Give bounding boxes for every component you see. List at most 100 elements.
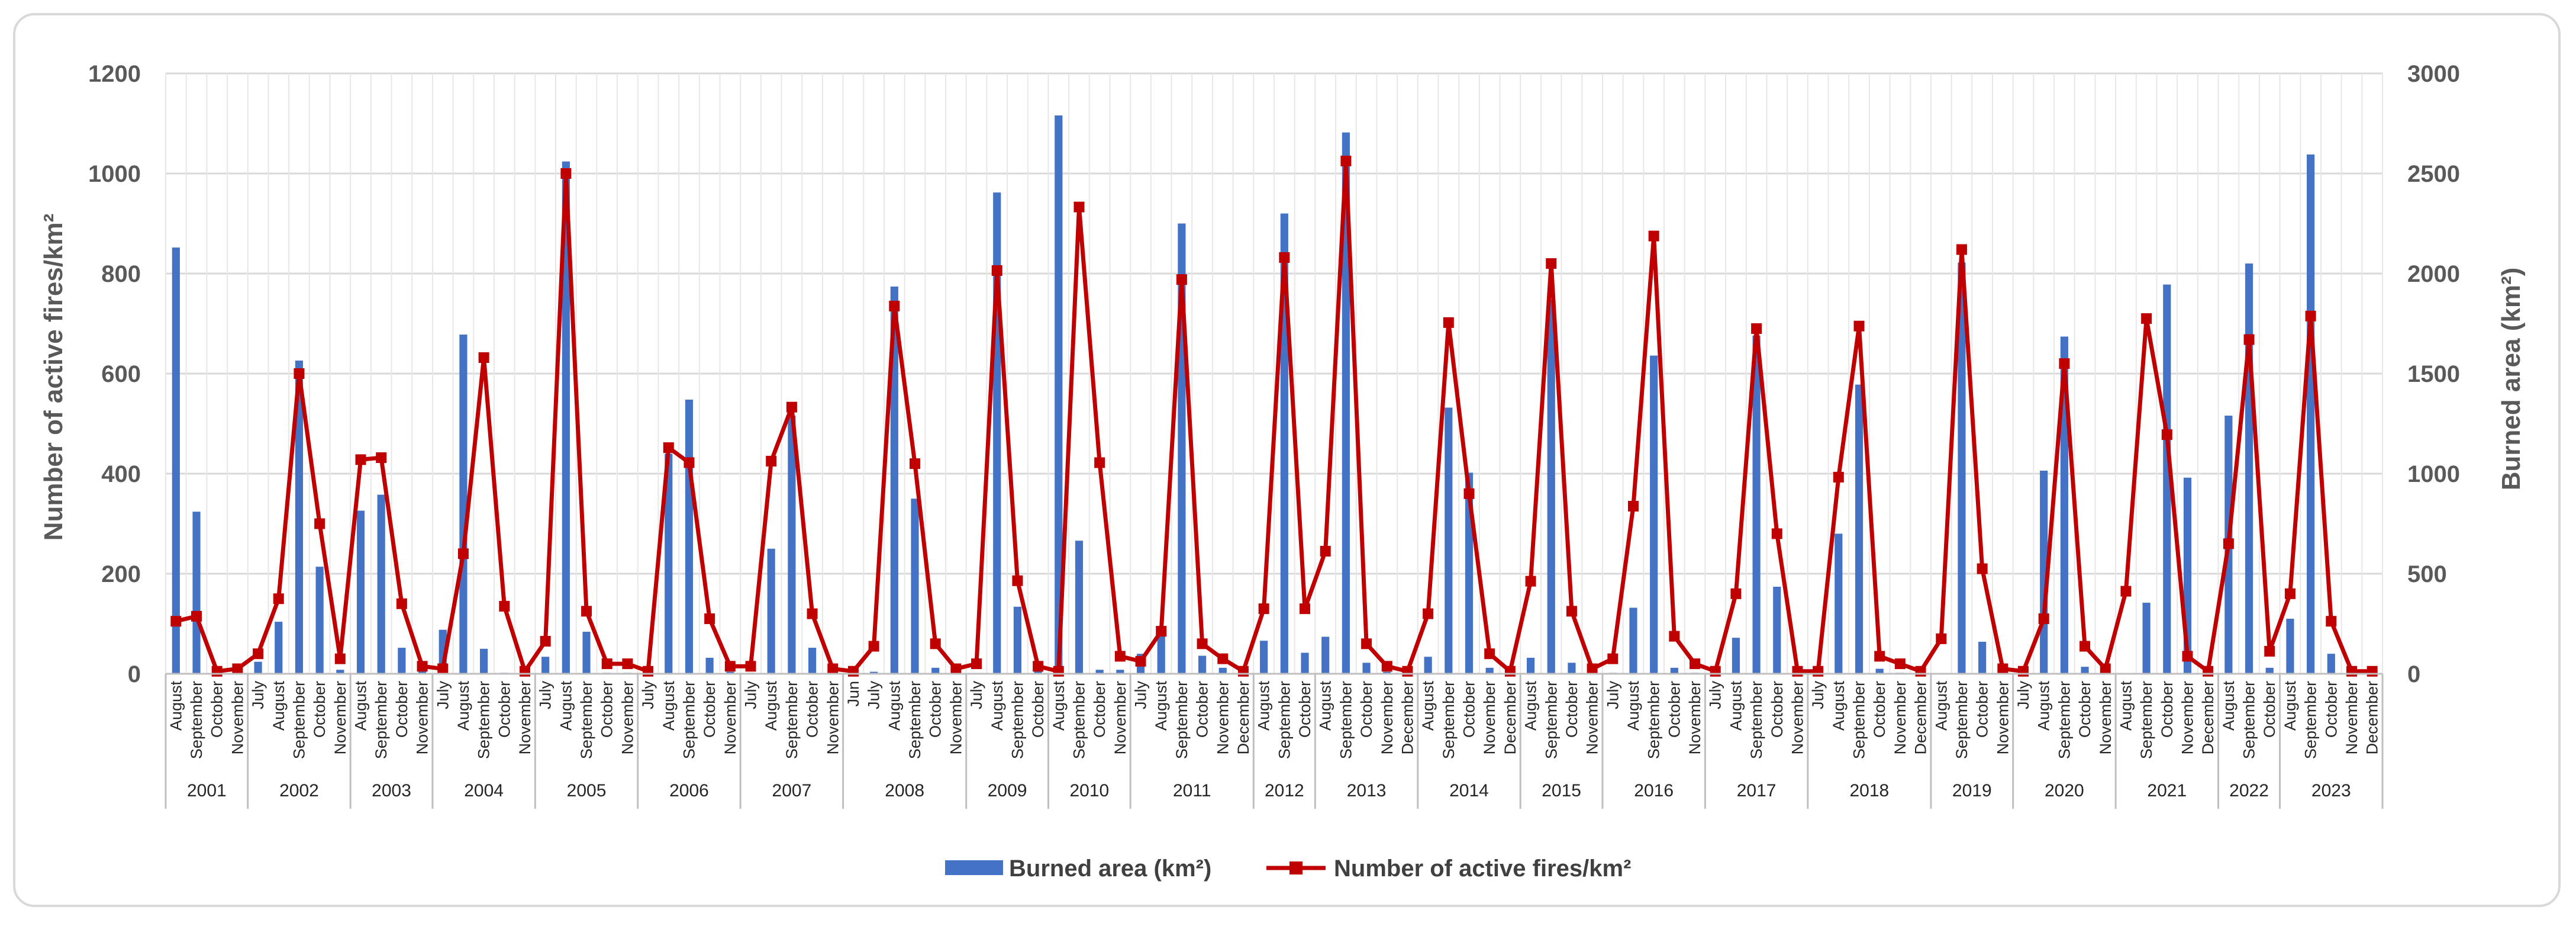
category-label: September <box>680 681 698 759</box>
year-label: 2021 <box>2147 781 2187 800</box>
category-label: September <box>188 681 205 759</box>
category-label: October <box>1974 681 1991 738</box>
category-label: November <box>1686 681 1704 755</box>
category-label: October <box>2158 681 2176 738</box>
active-fires-marker <box>294 368 305 379</box>
active-fires-marker <box>2264 645 2275 657</box>
active-fires-marker <box>910 458 921 470</box>
active-fires-marker <box>232 663 243 674</box>
burned-area-bar <box>1383 671 1391 674</box>
category-label: September <box>475 681 493 759</box>
category-label: August <box>167 681 185 731</box>
left-axis-ticks: 0 200 400 600 800 1000 1200 <box>88 61 141 687</box>
active-fires-marker <box>2326 616 2337 627</box>
burned-area-bar <box>1752 335 1761 674</box>
burned-area-bar <box>1342 132 1350 674</box>
burned-area-bar <box>459 335 468 674</box>
category-label: August <box>1419 681 1437 731</box>
active-fires-marker <box>2038 613 2049 625</box>
burned-area-bar <box>2060 336 2068 674</box>
active-fires-marker <box>396 598 407 609</box>
left-axis-label: Number of active fires/km² <box>39 214 68 541</box>
burned-area-bar <box>172 247 180 674</box>
active-fires-marker <box>724 661 736 672</box>
category-label: September <box>2055 681 2073 759</box>
burned-area-bar <box>1875 668 1884 674</box>
category-label: November <box>1481 681 1498 755</box>
year-label: 2013 <box>1347 781 1387 800</box>
year-label: 2011 <box>1173 781 1211 800</box>
burned-area-bar <box>1424 657 1432 674</box>
active-fires-marker <box>1710 665 1721 677</box>
left-tick-label: 0 <box>128 661 141 687</box>
category-label: July <box>1809 681 1827 710</box>
active-fires-marker <box>1423 608 1434 619</box>
active-fires-marker <box>1853 320 1865 332</box>
active-fires-marker <box>560 168 572 179</box>
burned-area-bar <box>377 494 385 674</box>
right-axis-label: Burned area (km²) <box>2497 268 2526 491</box>
category-label: November <box>1378 681 1396 755</box>
category-label: July <box>1604 681 1621 710</box>
right-tick-label: 2500 <box>2407 161 2460 187</box>
active-fires-marker <box>2018 665 2029 677</box>
active-fires-marker <box>2080 641 2091 652</box>
right-axis-ticks: 0 500 1000 1500 2000 2500 3000 <box>2407 61 2460 687</box>
burned-area-bar <box>685 399 694 674</box>
category-label: September <box>578 681 595 759</box>
active-fires-marker <box>2059 358 2070 369</box>
category-label: October <box>208 681 226 738</box>
active-fires-marker <box>827 663 839 674</box>
category-label: August <box>1624 681 1642 731</box>
year-label: 2005 <box>567 781 607 800</box>
active-fires-marker <box>1279 252 1290 263</box>
category-label: November <box>2178 681 2196 755</box>
burned-area-bar <box>562 161 570 674</box>
burned-area-bar <box>2265 667 2274 674</box>
active-fires-marker <box>2305 310 2316 321</box>
category-label: August <box>352 681 370 731</box>
year-label: 2002 <box>279 781 319 800</box>
burned-area-bar <box>2307 154 2315 674</box>
active-fires-marker <box>1894 658 1906 670</box>
burned-area-bar <box>705 657 714 674</box>
active-fires-marker <box>1669 631 1680 642</box>
year-label: 2006 <box>669 781 709 800</box>
active-fires-marker <box>417 661 428 672</box>
active-fires-marker <box>1114 651 1126 662</box>
active-fires-marker <box>1217 653 1229 664</box>
year-label: 2023 <box>2311 781 2351 800</box>
category-label: October <box>1665 681 1683 738</box>
active-fires-marker <box>499 600 510 612</box>
category-label: November <box>1788 681 1806 755</box>
category-label: October <box>927 681 944 738</box>
active-fires-marker <box>457 548 469 560</box>
category-label: August <box>454 681 472 731</box>
category-label: August <box>557 681 575 731</box>
active-fires-marker <box>2367 665 2378 677</box>
category-label: December <box>1234 681 1252 755</box>
left-tick-label: 1200 <box>88 61 141 87</box>
burned-area-bar <box>582 632 591 674</box>
burned-area-bar <box>1034 670 1042 674</box>
year-label: 2003 <box>372 781 411 800</box>
active-fires-marker <box>847 665 859 677</box>
category-label: October <box>495 681 513 738</box>
active-fires-marker <box>971 658 982 670</box>
active-fires-marker <box>1176 274 1187 285</box>
category-label: August <box>885 681 903 731</box>
legend-line-label: Number of active fires/km² <box>1334 856 1631 882</box>
category-label: September <box>1275 681 1293 759</box>
category-label: September <box>2240 681 2258 759</box>
left-tick-label: 1000 <box>88 161 141 187</box>
burned-area-bar <box>1055 115 1063 674</box>
category-label: September <box>2137 681 2155 759</box>
active-fires-marker <box>930 638 941 650</box>
active-fires-marker <box>1627 500 1639 512</box>
category-label: November <box>2097 681 2114 755</box>
category-label: July <box>249 681 267 710</box>
active-fires-marker <box>2284 588 2295 599</box>
legend-bar-swatch <box>945 860 1003 875</box>
year-label: 2018 <box>1849 781 1889 800</box>
active-fires-marker <box>1094 457 1105 468</box>
